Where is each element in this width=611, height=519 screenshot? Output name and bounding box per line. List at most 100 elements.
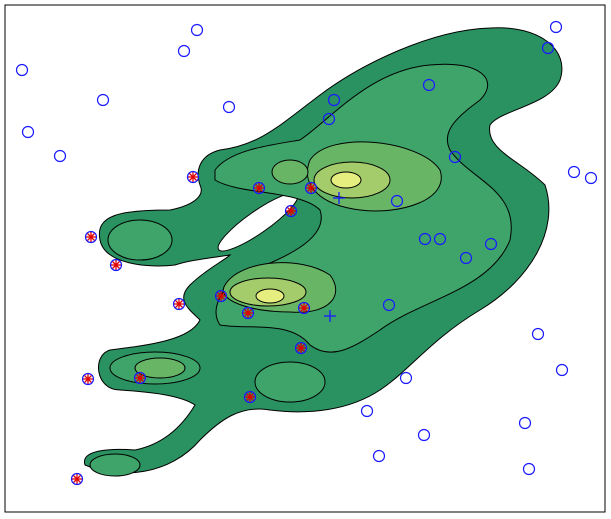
data-point (172, 297, 186, 311)
data-point (390, 194, 404, 208)
data-point (459, 251, 473, 265)
contour-level-2 (89, 453, 141, 477)
star-ring (214, 289, 228, 303)
circle-marker (541, 41, 555, 55)
circle-marker (222, 100, 236, 114)
circle-marker (418, 232, 432, 246)
circle-marker (459, 251, 473, 265)
star-stroke (175, 300, 183, 308)
star-stroke (246, 393, 254, 401)
data-point (109, 258, 123, 272)
circle-marker (522, 462, 536, 476)
circle-marker (372, 449, 386, 463)
data-point (84, 230, 98, 244)
star-ring (294, 341, 308, 355)
data-point (372, 449, 386, 463)
data-point (584, 171, 598, 185)
circle-marker (190, 23, 204, 37)
star-stroke (136, 374, 144, 382)
data-point (549, 20, 563, 34)
data-point (382, 298, 396, 312)
circle-marker (327, 93, 341, 107)
data-point (555, 363, 569, 377)
data-point (15, 63, 29, 77)
circle-marker (322, 112, 336, 126)
star-ring (133, 371, 147, 385)
data-point (418, 232, 432, 246)
star-stroke (112, 261, 120, 269)
star-stroke (255, 184, 263, 192)
star-ring (70, 472, 84, 486)
data-point (522, 462, 536, 476)
contour-level-2 (107, 219, 173, 261)
star-ring (241, 306, 255, 320)
contour-level-3 (271, 159, 309, 185)
star-ring (81, 372, 95, 386)
data-point (333, 192, 345, 204)
data-point (294, 341, 308, 355)
data-point (241, 306, 255, 320)
circle-marker (584, 171, 598, 185)
contour-level-5 (330, 171, 362, 189)
data-point (190, 23, 204, 37)
data-point (484, 237, 498, 251)
circle-marker (96, 93, 110, 107)
data-point (417, 428, 431, 442)
data-point (53, 149, 67, 163)
star-ring (243, 390, 257, 404)
data-point (304, 181, 318, 195)
circle-marker (555, 363, 569, 377)
data-point (531, 327, 545, 341)
data-point (324, 310, 336, 322)
plot-frame (4, 4, 606, 513)
star-stroke (297, 344, 305, 352)
star-ring (172, 297, 186, 311)
star-ring (297, 301, 311, 315)
data-point (252, 181, 266, 195)
data-point (448, 150, 462, 164)
data-point (433, 232, 447, 246)
data-point (567, 165, 581, 179)
circle-marker (21, 125, 35, 139)
star-stroke (189, 173, 197, 181)
circle-marker (382, 298, 396, 312)
star-stroke (84, 375, 92, 383)
data-point (214, 289, 228, 303)
data-point (327, 93, 341, 107)
data-point (422, 78, 436, 92)
data-point (297, 301, 311, 315)
contour-level-5 (255, 288, 285, 304)
data-point (243, 390, 257, 404)
circle-marker (15, 63, 29, 77)
data-point (518, 416, 532, 430)
data-point (81, 372, 95, 386)
circle-marker (567, 165, 581, 179)
star-stroke (287, 207, 295, 215)
data-point (70, 472, 84, 486)
star-stroke (300, 304, 308, 312)
circle-marker (417, 428, 431, 442)
star-ring (84, 230, 98, 244)
circle-marker (531, 327, 545, 341)
circle-marker (390, 194, 404, 208)
data-point (322, 112, 336, 126)
contours (84, 27, 563, 477)
data-point (284, 204, 298, 218)
star-ring (109, 258, 123, 272)
circle-marker (360, 404, 374, 418)
circle-marker (399, 371, 413, 385)
data-point (133, 371, 147, 385)
star-stroke (244, 309, 252, 317)
data-point (222, 100, 236, 114)
data-point (177, 44, 191, 58)
circle-marker (433, 232, 447, 246)
star-stroke (307, 184, 315, 192)
data-point (399, 371, 413, 385)
star-stroke (73, 475, 81, 483)
circle-marker (549, 20, 563, 34)
data-point (541, 41, 555, 55)
star-stroke (87, 233, 95, 241)
data-point (360, 404, 374, 418)
